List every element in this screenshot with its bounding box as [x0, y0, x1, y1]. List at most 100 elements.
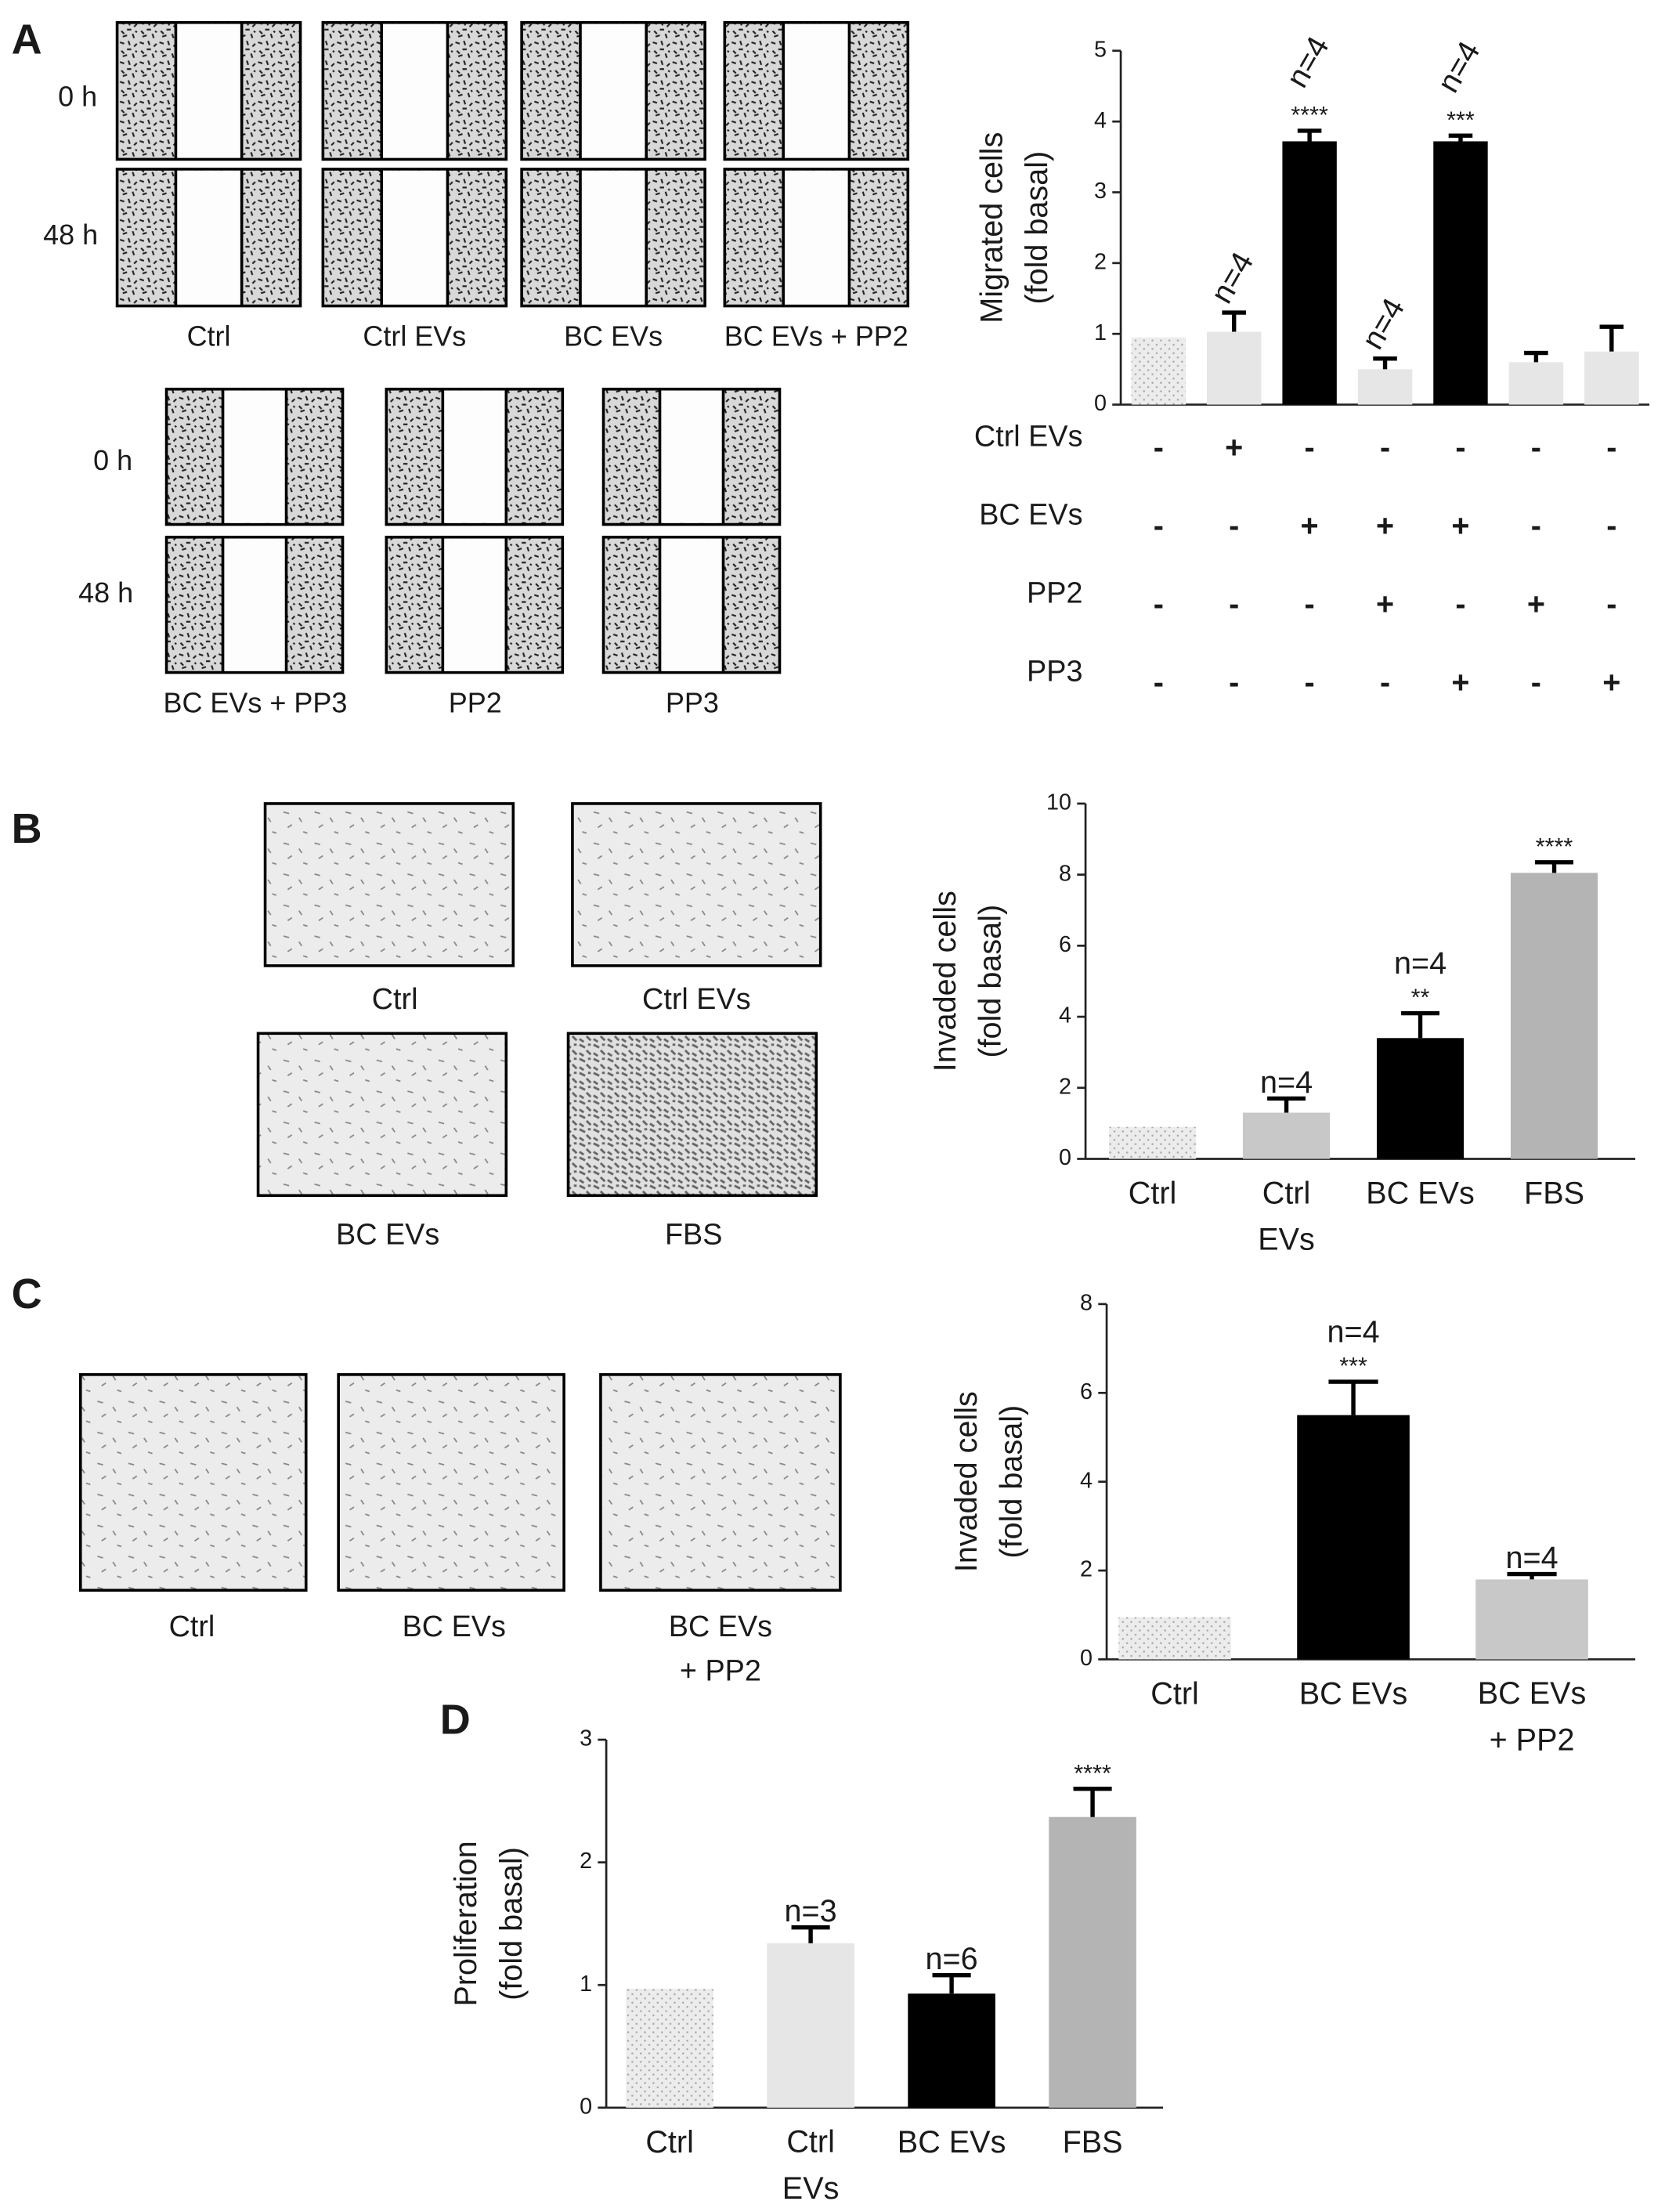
n-label: n=4 — [1205, 247, 1261, 309]
y-axis-label: (fold basal) — [973, 905, 1008, 1058]
micrograph — [78, 1373, 308, 1592]
scratch-gap — [580, 170, 647, 305]
treatment-label: Ctrl EVs — [974, 421, 1083, 454]
micrograph — [599, 1373, 842, 1592]
treatment-sign: + — [1225, 431, 1243, 465]
n-label: n=4 — [1327, 1314, 1379, 1349]
y-axis-label: (fold basal) — [995, 1405, 1029, 1559]
error-bar — [1448, 133, 1473, 142]
y-axis-label: Invaded cells — [949, 1391, 984, 1572]
bar — [1510, 873, 1598, 1159]
n-label: n=6 — [926, 1942, 978, 1976]
y-tick-label: 1 — [1094, 320, 1107, 345]
panel-letter: B — [12, 805, 42, 852]
treatment-label: PP2 — [1027, 577, 1082, 610]
y-tick-label: 2 — [1080, 1557, 1093, 1582]
error-bar — [932, 1972, 971, 1994]
panel-letter: C — [12, 1270, 42, 1317]
significance-label: **** — [1074, 1760, 1111, 1787]
scratch-gap — [175, 170, 242, 305]
error-bar — [1401, 1010, 1440, 1039]
x-tick-label: FBS — [1524, 1176, 1584, 1211]
scratch-gap — [222, 538, 287, 671]
image-label: BC EVs + PP2 — [724, 320, 908, 352]
scratch-gap — [442, 390, 507, 523]
treatment-sign: - — [1531, 431, 1541, 465]
x-tick-label: Ctrl EVs — [782, 2125, 840, 2206]
y-tick-label: 6 — [1080, 1379, 1093, 1404]
treatment-sign: - — [1154, 431, 1164, 465]
x-tick-label: BC EVs — [898, 2125, 1006, 2160]
treatment-sign: + — [1376, 587, 1394, 621]
x-tick-label: BC EVs — [1299, 1677, 1408, 1711]
y-tick-label: 10 — [1046, 790, 1071, 815]
treatment-sign: - — [1229, 665, 1239, 699]
bar — [1357, 369, 1413, 405]
micrograph — [263, 802, 515, 967]
image-label: Ctrl — [187, 320, 231, 352]
bar — [1584, 351, 1639, 405]
treatment-sign: - — [1606, 587, 1616, 621]
x-tick-label: Ctrl — [1129, 1176, 1177, 1211]
treatment-sign: - — [1229, 587, 1239, 621]
image-label: PP2 — [449, 686, 502, 718]
treatment-sign: - — [1154, 665, 1164, 699]
significance-label: **** — [1291, 102, 1328, 128]
treatment-sign: + — [1376, 509, 1394, 544]
image-label: BC EVs + PP2 — [669, 1610, 772, 1688]
error-bar — [1222, 310, 1246, 332]
y-tick-label: 2 — [1094, 249, 1107, 274]
bar — [908, 1993, 995, 2108]
y-tick-label: 4 — [1094, 108, 1107, 133]
treatment-sign: - — [1380, 665, 1390, 699]
y-axis-label: Migrated cells — [975, 132, 1009, 323]
bar — [1242, 1112, 1331, 1159]
bar — [1282, 141, 1337, 405]
y-axis-label: (fold basal) — [1020, 151, 1054, 305]
bar — [1297, 1415, 1410, 1660]
x-tick-label: Ctrl — [1150, 1677, 1199, 1711]
error-bar — [1073, 1786, 1112, 1817]
n-label: n=4 — [1260, 1065, 1313, 1100]
scratch-gap — [381, 23, 448, 158]
n-label: n=4 — [1431, 35, 1487, 98]
scratch-gap — [783, 23, 850, 158]
error-bar — [1507, 1571, 1557, 1580]
scratch-gap — [580, 23, 647, 158]
error-bar — [1297, 128, 1322, 142]
significance-label: *** — [1446, 107, 1475, 133]
y-axis-label: Invaded cells — [928, 891, 963, 1072]
error-bar — [1328, 1379, 1378, 1415]
treatment-sign: - — [1531, 665, 1541, 699]
x-tick-label: BC EVs — [1366, 1176, 1475, 1211]
bar — [767, 1943, 854, 2108]
bar — [1508, 362, 1564, 405]
bar — [1376, 1038, 1465, 1159]
error-bar — [791, 1925, 830, 1943]
scratch-gap — [175, 23, 242, 158]
image-label: BC EVs — [564, 320, 663, 352]
treatment-sign: - — [1380, 431, 1390, 465]
treatment-sign: - — [1606, 509, 1616, 544]
image-label: 48 h — [78, 576, 133, 609]
y-tick-label: 0 — [580, 2094, 592, 2119]
micrograph — [337, 1373, 565, 1592]
scratch-gap — [222, 390, 287, 523]
treatment-sign: + — [1527, 587, 1545, 621]
error-bar — [1524, 350, 1548, 363]
treatment-sign: - — [1455, 431, 1465, 465]
bar — [1131, 337, 1186, 405]
treatment-sign: + — [1451, 509, 1469, 544]
y-tick-label: 1 — [580, 1972, 592, 1997]
x-tick-label: Ctrl — [645, 2125, 694, 2160]
y-tick-label: 0 — [1080, 1646, 1093, 1671]
image-label: Ctrl EVs — [642, 983, 751, 1016]
image-label: 0 h — [93, 444, 132, 476]
image-label: BC EVs — [336, 1218, 439, 1251]
y-tick-label: 5 — [1094, 37, 1107, 62]
treatment-sign: - — [1305, 431, 1315, 465]
y-tick-label: 4 — [1080, 1468, 1093, 1493]
n-label: n=4 — [1280, 31, 1336, 93]
